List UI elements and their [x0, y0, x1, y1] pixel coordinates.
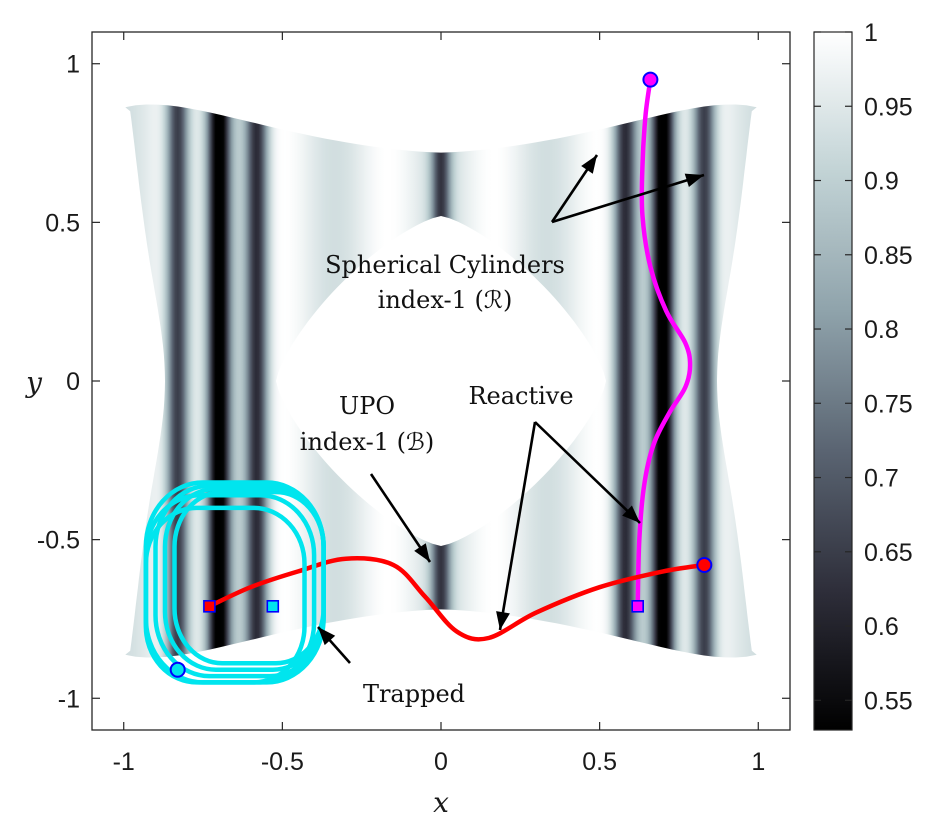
y-tick-label: -0.5 — [37, 527, 80, 555]
arrow-cylinders-right — [551, 173, 705, 224]
y-tick-label: 0.5 — [45, 209, 80, 237]
annotation-trapped: Trapped — [363, 680, 465, 708]
arrow-reactive-right — [534, 421, 641, 524]
x-tick-label: -1 — [113, 748, 135, 776]
colorbar-gradient — [813, 31, 853, 731]
y-tick-label: 1 — [66, 51, 80, 79]
arrow-upo-head — [414, 543, 430, 562]
colorbar: 1 0.95 0.9 0.85 0.8 0.75 0.7 0.65 0.6 0.55 — [813, 19, 913, 731]
colorbar-tick-label: 0.65 — [864, 539, 913, 567]
annotation-reactive: Reactive — [468, 382, 573, 410]
arrow-reactive-right-head — [622, 505, 640, 523]
annotation-cylinders-line2: index-1 (ℛ) — [378, 286, 513, 314]
colorbar-ticks: 1 0.95 0.9 0.85 0.8 0.75 0.7 0.65 0.6 0.55 — [814, 19, 913, 715]
x-axis-label: x — [433, 786, 449, 819]
x-tick-label: 0.5 — [582, 748, 617, 776]
trajectory-end-marker — [631, 599, 645, 613]
y-axis-ticks: 1 0.5 0 -0.5 -1 — [37, 51, 790, 713]
trajectory-end-marker — [266, 599, 280, 613]
annotation-arrows — [317, 154, 705, 664]
arrow-cylinders-left-head — [581, 155, 597, 174]
colorbar-tick-label: 0.7 — [864, 465, 899, 493]
red-trajectory — [207, 556, 707, 642]
y-tick-label: 0 — [66, 368, 80, 396]
trapped-loop — [143, 505, 307, 685]
colorbar-tick-label: 0.75 — [864, 390, 913, 418]
colorbar-tick-label: 0.9 — [864, 168, 899, 196]
trajectory-start-marker — [169, 661, 186, 678]
y-tick-label: -1 — [58, 685, 80, 713]
y-axis-label: y — [24, 366, 43, 399]
colorbar-tick-label: 1 — [864, 19, 878, 47]
x-tick-label: 0 — [434, 748, 448, 776]
trapped-loop — [172, 489, 326, 666]
annotation-upo-line2: index-1 (ℬ) — [300, 428, 434, 456]
trajectory-end-marker — [203, 599, 216, 613]
trajectory-start-marker — [696, 557, 713, 573]
arrow-reactive-left-head — [496, 611, 510, 630]
colorbar-tick-label: 0.85 — [864, 242, 913, 270]
annotation-upo-line1: UPO — [339, 392, 395, 420]
x-tick-label: -0.5 — [261, 748, 304, 776]
colorbar-tick-label: 0.95 — [864, 93, 913, 121]
annotations: Spherical Cylinders index-1 (ℛ) UPO inde… — [300, 251, 574, 708]
colorbar-tick-label: 0.6 — [864, 613, 899, 641]
plot-area: -1 -0.5 0 0.5 1 1 0.5 0 -0.5 -1 — [37, 31, 791, 776]
trajectory-markers — [169, 71, 713, 678]
annotation-cylinders-line1: Spherical Cylinders — [325, 251, 565, 279]
trajectories — [143, 77, 707, 685]
magenta-trajectory — [635, 77, 693, 609]
arrow-cylinders-right-head — [684, 173, 704, 187]
colorbar-tick-label: 0.8 — [864, 316, 899, 344]
x-tick-label: 1 — [751, 748, 765, 776]
x-axis-ticks: -1 -0.5 0 0.5 1 — [113, 32, 765, 776]
trajectory-start-marker — [642, 71, 659, 88]
arrow-reactive-left — [498, 421, 537, 631]
arrow-trapped-head — [318, 627, 336, 646]
colorbar-tick-label: 0.55 — [864, 687, 913, 715]
